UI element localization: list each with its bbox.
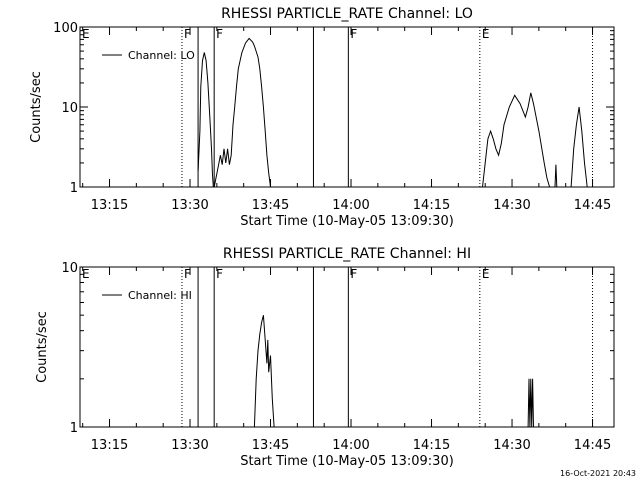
x-tick-label: 13:15 <box>91 438 128 453</box>
x-tick-label: 13:30 <box>171 198 208 213</box>
x-tick-label: 14:45 <box>574 438 611 453</box>
x-tick-label: 13:15 <box>91 198 128 213</box>
data-series-line <box>213 37 278 188</box>
marker-label: F <box>350 267 357 281</box>
marker-label: F <box>350 27 357 41</box>
marker-label: F <box>216 27 223 41</box>
x-tick-label: 13:45 <box>252 438 289 453</box>
marker-label: E <box>82 267 90 281</box>
chart-panel-1: RHESSI PARTICLE_RATE Channel: LO 1 10 100 13… <box>29 6 615 229</box>
y-tick-label: 100 <box>53 21 78 36</box>
x-tick-label: 14:00 <box>332 198 369 213</box>
y-axis-label: Counts/sec <box>35 311 50 383</box>
chart-panel-2: RHESSI PARTICLE_RATE Channel: HI 1 10 13:15… <box>35 246 615 469</box>
x-tick-label: 14:45 <box>574 198 611 213</box>
marker-label: E <box>482 27 490 41</box>
x-tick-label: 14:00 <box>332 438 369 453</box>
chart-title: RHESSI PARTICLE_RATE Channel: LO <box>221 6 473 22</box>
marker-label: E <box>82 27 90 41</box>
x-axis-label: Start Time (10-May-05 13:09:30) <box>240 454 454 469</box>
plot-timestamp: 16-Oct-2021 20:43 <box>560 469 636 478</box>
legend-label: Channel: HI <box>128 289 192 302</box>
data-series-line <box>563 106 588 188</box>
y-tick-label: 10 <box>61 101 78 116</box>
x-tick-label: 14:15 <box>413 198 450 213</box>
y-tick-label: 10 <box>61 261 78 276</box>
y-axis-label: Counts/sec <box>29 71 44 143</box>
marker-label: F <box>184 27 191 41</box>
marker-label: F <box>184 267 191 281</box>
marker-label: F <box>216 267 223 281</box>
y-tick-label: 1 <box>70 181 78 196</box>
marker-label: E <box>482 267 490 281</box>
y-tick-label: 1 <box>70 421 78 436</box>
chart-title: RHESSI PARTICLE_RATE Channel: HI <box>223 246 471 262</box>
x-tick-label: 13:30 <box>171 438 208 453</box>
data-series-line <box>482 92 563 188</box>
plot-frame <box>79 266 615 428</box>
x-tick-label: 14:30 <box>493 198 530 213</box>
x-axis-label: Start Time (10-May-05 13:09:30) <box>240 214 454 229</box>
legend-label: Channel: LO <box>128 49 195 62</box>
x-tick-label: 13:45 <box>252 198 289 213</box>
data-series-line <box>197 52 214 188</box>
x-tick-label: 14:15 <box>413 438 450 453</box>
data-series-line <box>527 378 535 428</box>
data-series-line <box>253 315 275 428</box>
x-tick-label: 14:30 <box>493 438 530 453</box>
